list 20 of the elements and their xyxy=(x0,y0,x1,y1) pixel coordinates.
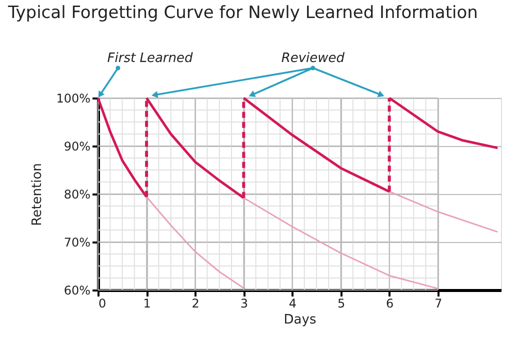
y-axis-title: Retention xyxy=(30,163,46,226)
x-tick-label: 5 xyxy=(337,296,346,310)
x-tick-label: 6 xyxy=(386,296,394,310)
x-tick-label: 3 xyxy=(240,296,248,310)
x-tick-label: 1 xyxy=(143,296,151,310)
y-tick-label: 70% xyxy=(64,236,90,250)
chart-title: Typical Forgetting Curve for Newly Learned Information xyxy=(7,3,478,23)
y-tick-label: 80% xyxy=(64,188,90,202)
x-tick-label: 4 xyxy=(288,296,297,310)
line-series xyxy=(146,196,244,289)
line-series xyxy=(242,197,439,290)
x-tick-label: 0 xyxy=(98,296,106,310)
x-tick-label: 7 xyxy=(434,296,442,310)
annotation: First Learned xyxy=(107,51,194,66)
text: Reviewed xyxy=(281,51,346,66)
y-tick-label: 60% xyxy=(64,284,90,298)
y-tick-label: 100% xyxy=(56,92,90,106)
x-tick-label: 2 xyxy=(192,296,200,310)
x-axis-title: Days xyxy=(284,312,316,328)
y-tick-label: 90% xyxy=(64,140,90,154)
